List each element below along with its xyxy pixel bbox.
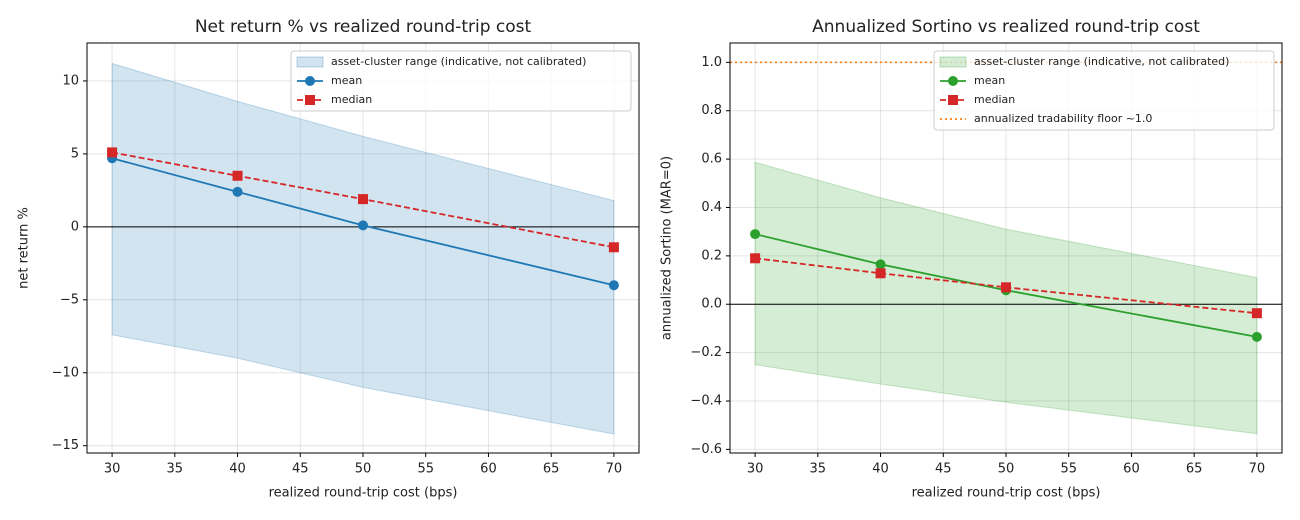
y-tick-label: 1.0 xyxy=(701,55,722,70)
marker xyxy=(107,147,118,158)
legend-marker xyxy=(948,76,958,86)
marker xyxy=(232,170,243,181)
x-tick-label: 65 xyxy=(1186,462,1203,477)
legend-box xyxy=(290,50,632,112)
y-tick-label: 0.0 xyxy=(701,297,722,312)
legend-swatch xyxy=(296,56,324,68)
legend-label: median xyxy=(331,93,372,106)
x-tick-label: 45 xyxy=(292,462,309,477)
marker xyxy=(750,229,761,240)
x-tick-label: 45 xyxy=(935,462,952,477)
x-tick-label: 70 xyxy=(606,462,623,477)
y-tick-label: −0.4 xyxy=(690,393,722,408)
legend-swatch xyxy=(939,56,967,68)
y-tick-label: 0.2 xyxy=(701,248,722,263)
marker xyxy=(1251,308,1262,319)
marker xyxy=(358,194,368,205)
legend-marker xyxy=(948,95,958,105)
x-axis-label: realized round-trip cost (bps) xyxy=(269,486,458,501)
marker xyxy=(875,259,886,270)
y-tick-label: −15 xyxy=(52,438,79,453)
legend-label: asset-cluster range (indicative, not cal… xyxy=(974,55,1229,68)
marker xyxy=(1001,282,1011,293)
range-band xyxy=(754,161,1258,435)
y-tick-label: −0.6 xyxy=(690,442,722,457)
marker xyxy=(232,186,243,197)
x-tick-label: 40 xyxy=(229,462,246,477)
marker xyxy=(358,220,368,231)
y-tick-label: −5 xyxy=(60,292,79,307)
series-line xyxy=(754,257,1258,315)
y-axis-label: net return % xyxy=(17,207,32,289)
y-tick-label: 5 xyxy=(71,146,79,161)
y-tick-label: 0.6 xyxy=(701,152,722,167)
x-tick-label: 60 xyxy=(480,462,497,477)
x-tick-label: 55 xyxy=(1060,462,1077,477)
legend-label: mean xyxy=(331,74,362,87)
x-tick-label: 30 xyxy=(104,462,121,477)
legend-label: annualized tradability floor ~1.0 xyxy=(974,112,1152,125)
x-tick-label: 35 xyxy=(810,462,827,477)
legend-box xyxy=(933,50,1275,131)
marker xyxy=(1251,331,1262,342)
marker xyxy=(750,253,761,264)
plot-frame xyxy=(729,42,1283,454)
series-line xyxy=(754,233,1258,338)
y-axis-label: annualized Sortino (MAR=0) xyxy=(660,156,675,340)
x-tick-label: 70 xyxy=(1249,462,1266,477)
chart-title: Annualized Sortino vs realized round-tri… xyxy=(812,17,1200,37)
legend-label: mean xyxy=(974,74,1005,87)
marker xyxy=(875,268,886,279)
x-tick-label: 55 xyxy=(417,462,434,477)
series-line xyxy=(111,151,615,249)
range-band xyxy=(111,62,615,435)
x-tick-label: 65 xyxy=(543,462,560,477)
y-tick-label: −0.2 xyxy=(690,345,722,360)
x-tick-label: 50 xyxy=(998,462,1015,477)
y-tick-label: 0.8 xyxy=(701,103,722,118)
y-tick-label: −10 xyxy=(52,365,79,380)
chart-title: Net return % vs realized round-trip cost xyxy=(195,17,532,37)
series-line xyxy=(111,157,615,287)
x-tick-label: 60 xyxy=(1123,462,1140,477)
x-tick-label: 40 xyxy=(872,462,889,477)
legend-label: asset-cluster range (indicative, not cal… xyxy=(331,55,586,68)
x-axis-label: realized round-trip cost (bps) xyxy=(912,486,1101,501)
legend-marker xyxy=(305,95,315,105)
x-tick-label: 35 xyxy=(167,462,184,477)
marker xyxy=(608,242,619,253)
legend-label: median xyxy=(974,93,1015,106)
x-tick-label: 30 xyxy=(747,462,764,477)
y-tick-label: 0 xyxy=(71,219,79,234)
marker xyxy=(608,280,619,291)
y-tick-label: 0.4 xyxy=(701,200,722,215)
plot-frame xyxy=(86,42,640,454)
legend-marker xyxy=(305,76,315,86)
y-tick-label: 10 xyxy=(62,73,79,88)
x-tick-label: 50 xyxy=(355,462,372,477)
